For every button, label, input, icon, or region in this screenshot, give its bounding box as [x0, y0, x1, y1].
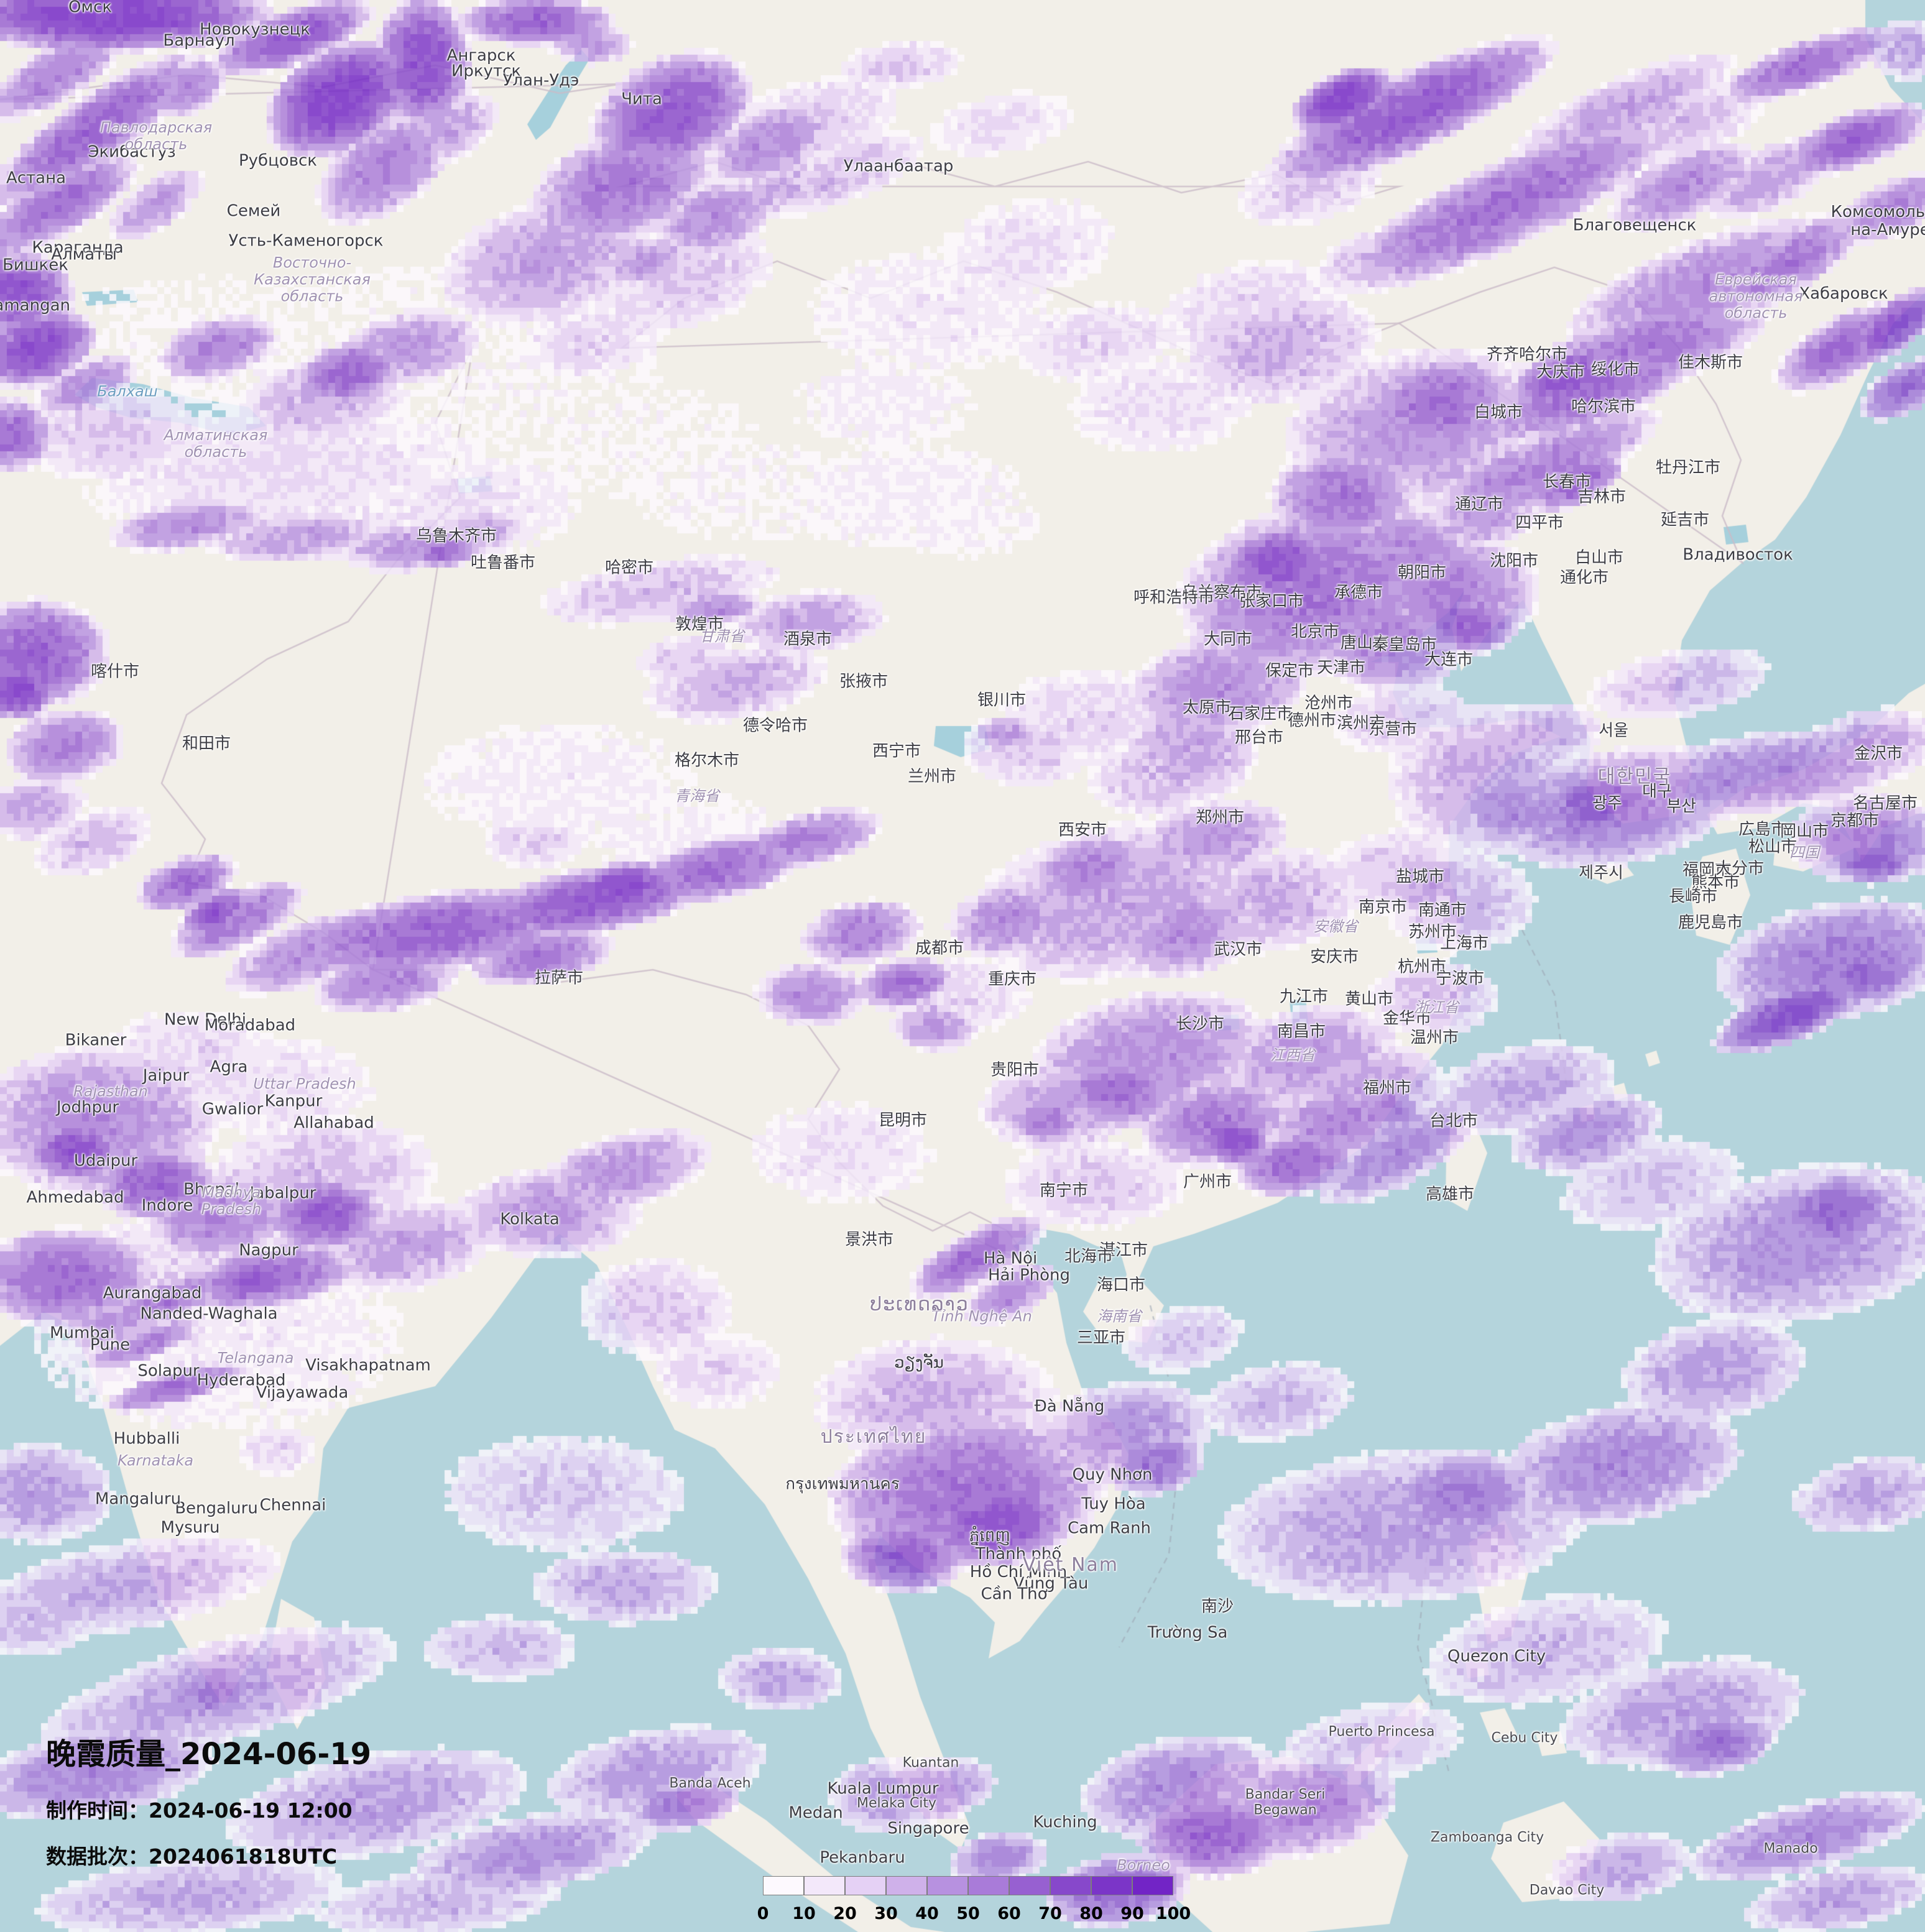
legend-tick-label: 60 — [997, 1904, 1021, 1923]
legend-tick-label: 50 — [956, 1904, 980, 1923]
legend-tick-label: 90 — [1120, 1904, 1144, 1923]
legend-ticks: 0 10 20 30 40 50 60 70 80 90 100 — [757, 1904, 1191, 1925]
production-time-value: 2024-06-19 12:00 — [149, 1798, 353, 1823]
title-block: 晚霞质量_2024-06-19 制作时间：2024-06-19 12:00 数据… — [46, 1729, 371, 1886]
legend-swatch — [1009, 1876, 1050, 1895]
legend-swatch — [968, 1876, 1009, 1895]
legend-tick-label: 100 — [1155, 1904, 1191, 1923]
data-batch-label: 数据批次： — [46, 1844, 149, 1869]
color-legend: 0 10 20 30 40 50 60 70 80 90 100 — [757, 1876, 1191, 1925]
legend-swatch — [1132, 1876, 1173, 1895]
legend-tick-label: 40 — [915, 1904, 939, 1923]
legend-tick-label: 30 — [874, 1904, 898, 1923]
legend-tick-label: 70 — [1038, 1904, 1062, 1923]
legend-swatches — [763, 1876, 1173, 1895]
legend-swatch — [886, 1876, 927, 1895]
production-time-line: 制作时间：2024-06-19 12:00 — [46, 1794, 371, 1824]
legend-tick-label: 20 — [833, 1904, 857, 1923]
production-time-label: 制作时间： — [46, 1798, 149, 1823]
data-batch-line: 数据批次：2024061818UTC — [46, 1840, 371, 1870]
legend-tick-label: 10 — [792, 1904, 816, 1923]
legend-tick-label: 80 — [1079, 1904, 1103, 1923]
legend-swatch — [927, 1876, 968, 1895]
legend-tick-label: 0 — [757, 1904, 769, 1923]
legend-swatch — [1091, 1876, 1132, 1895]
map-title: 晚霞质量_2024-06-19 — [46, 1737, 372, 1772]
legend-swatch — [763, 1876, 804, 1895]
data-batch-value: 2024061818UTC — [149, 1844, 338, 1869]
legend-swatch — [1050, 1876, 1091, 1895]
legend-swatch — [804, 1876, 845, 1895]
legend-swatch — [845, 1876, 886, 1895]
